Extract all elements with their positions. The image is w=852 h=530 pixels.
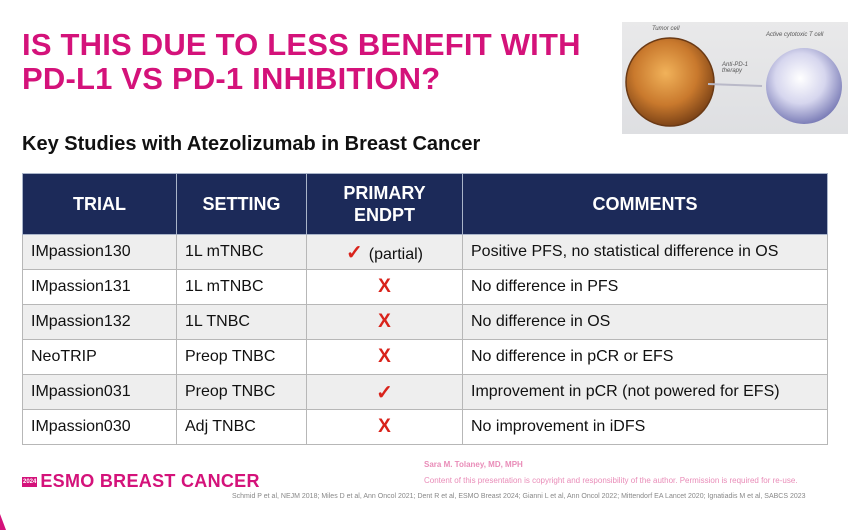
tumor-cell: [625, 37, 715, 127]
author-name: Sara M. Tolaney, MD, MPH: [424, 460, 523, 469]
trial-cell: IMpassion030: [22, 409, 177, 445]
trial-cell: IMpassion130: [22, 234, 177, 270]
header-setting: SETTING: [176, 173, 307, 235]
endpoint-cell: X: [306, 269, 463, 305]
cross-icon: X: [378, 311, 391, 332]
logo-name: ESMO BREAST CANCER: [40, 471, 260, 491]
tcell-illustration: Tumor cell Anti-PD-1 therapy Active cyto…: [622, 22, 848, 134]
endpoint-cell: X: [306, 409, 463, 445]
therapy-label: Anti-PD-1 therapy: [722, 62, 749, 74]
table-row: IMpassion132 1L TNBC X No difference in …: [22, 304, 828, 340]
check-icon: ✓: [376, 381, 393, 404]
endpoint-cell: X: [306, 304, 463, 340]
setting-cell: Preop TNBC: [176, 339, 307, 375]
studies-table: TRIAL SETTING PRIMARY ENDPT COMMENTS IMp…: [22, 173, 828, 445]
trial-cell: IMpassion031: [22, 374, 177, 410]
cross-icon: X: [378, 416, 391, 437]
corner-accent: [0, 514, 6, 530]
check-icon: ✓: [346, 241, 363, 264]
slide-title-line1: IS THIS DUE TO LESS BENEFIT WITH: [22, 27, 581, 62]
table-row: IMpassion030 Adj TNBC X No improvement i…: [22, 409, 828, 445]
header-primary-endpoint-label: PRIMARY ENDPT: [343, 183, 426, 225]
trial-cell: IMpassion131: [22, 269, 177, 305]
slide-title-line2: PD-L1 VS PD-1 INHIBITION?: [22, 61, 441, 96]
endpoint-note: (partial): [368, 245, 423, 263]
setting-cell: 1L TNBC: [176, 304, 307, 340]
setting-cell: Preop TNBC: [176, 374, 307, 410]
slide-subtitle: Key Studies with Atezolizumab in Breast …: [22, 133, 481, 155]
endpoint-cell: X: [306, 339, 463, 375]
esmo-logo: 2024 ESMO BREAST CANCER: [22, 471, 260, 492]
comment-cell: No difference in pCR or EFS: [462, 339, 828, 375]
table-row: IMpassion130 1L mTNBC ✓ (partial) Positiv…: [22, 234, 828, 270]
logo-year: 2024: [22, 476, 38, 487]
setting-cell: 1L mTNBC: [176, 234, 307, 270]
cross-icon: X: [378, 276, 391, 297]
setting-cell: Adj TNBC: [176, 409, 307, 445]
comment-cell: Positive PFS, no statistical difference …: [462, 234, 828, 270]
cross-icon: X: [378, 346, 391, 367]
header-primary-endpoint: PRIMARY ENDPT: [306, 173, 463, 235]
comment-cell: Improvement in pCR (not powered for EFS): [462, 374, 828, 410]
comment-cell: No difference in PFS: [462, 269, 828, 305]
references: Schmid P et al, NEJM 2018; Miles D et al…: [232, 493, 806, 500]
tcell-label: Active cytotoxic T cell: [766, 32, 824, 38]
tumor-cell-label: Tumor cell: [652, 26, 680, 32]
slide-title: IS THIS DUE TO LESS BENEFIT WITH PD-L1 V…: [22, 28, 602, 96]
endpoint-cell: ✓ (partial): [306, 234, 463, 270]
copyright-notice: Content of this presentation is copyrigh…: [424, 476, 798, 485]
trial-cell: NeoTRIP: [22, 339, 177, 375]
t-cell: [766, 48, 842, 124]
comment-cell: No improvement in iDFS: [462, 409, 828, 445]
table-header-row: TRIAL SETTING PRIMARY ENDPT COMMENTS: [22, 173, 828, 235]
header-comments: COMMENTS: [462, 173, 828, 235]
header-trial: TRIAL: [22, 173, 177, 235]
trial-cell: IMpassion132: [22, 304, 177, 340]
table-row: IMpassion131 1L mTNBC X No difference in…: [22, 269, 828, 305]
table-row: IMpassion031 Preop TNBC ✓ Improvement in…: [22, 374, 828, 410]
endpoint-cell: ✓: [306, 374, 463, 410]
tcell-illustration-graphic: [625, 37, 842, 127]
setting-cell: 1L mTNBC: [176, 269, 307, 305]
comment-cell: No difference in OS: [462, 304, 828, 340]
table-row: NeoTRIP Preop TNBC X No difference in pC…: [22, 339, 828, 375]
